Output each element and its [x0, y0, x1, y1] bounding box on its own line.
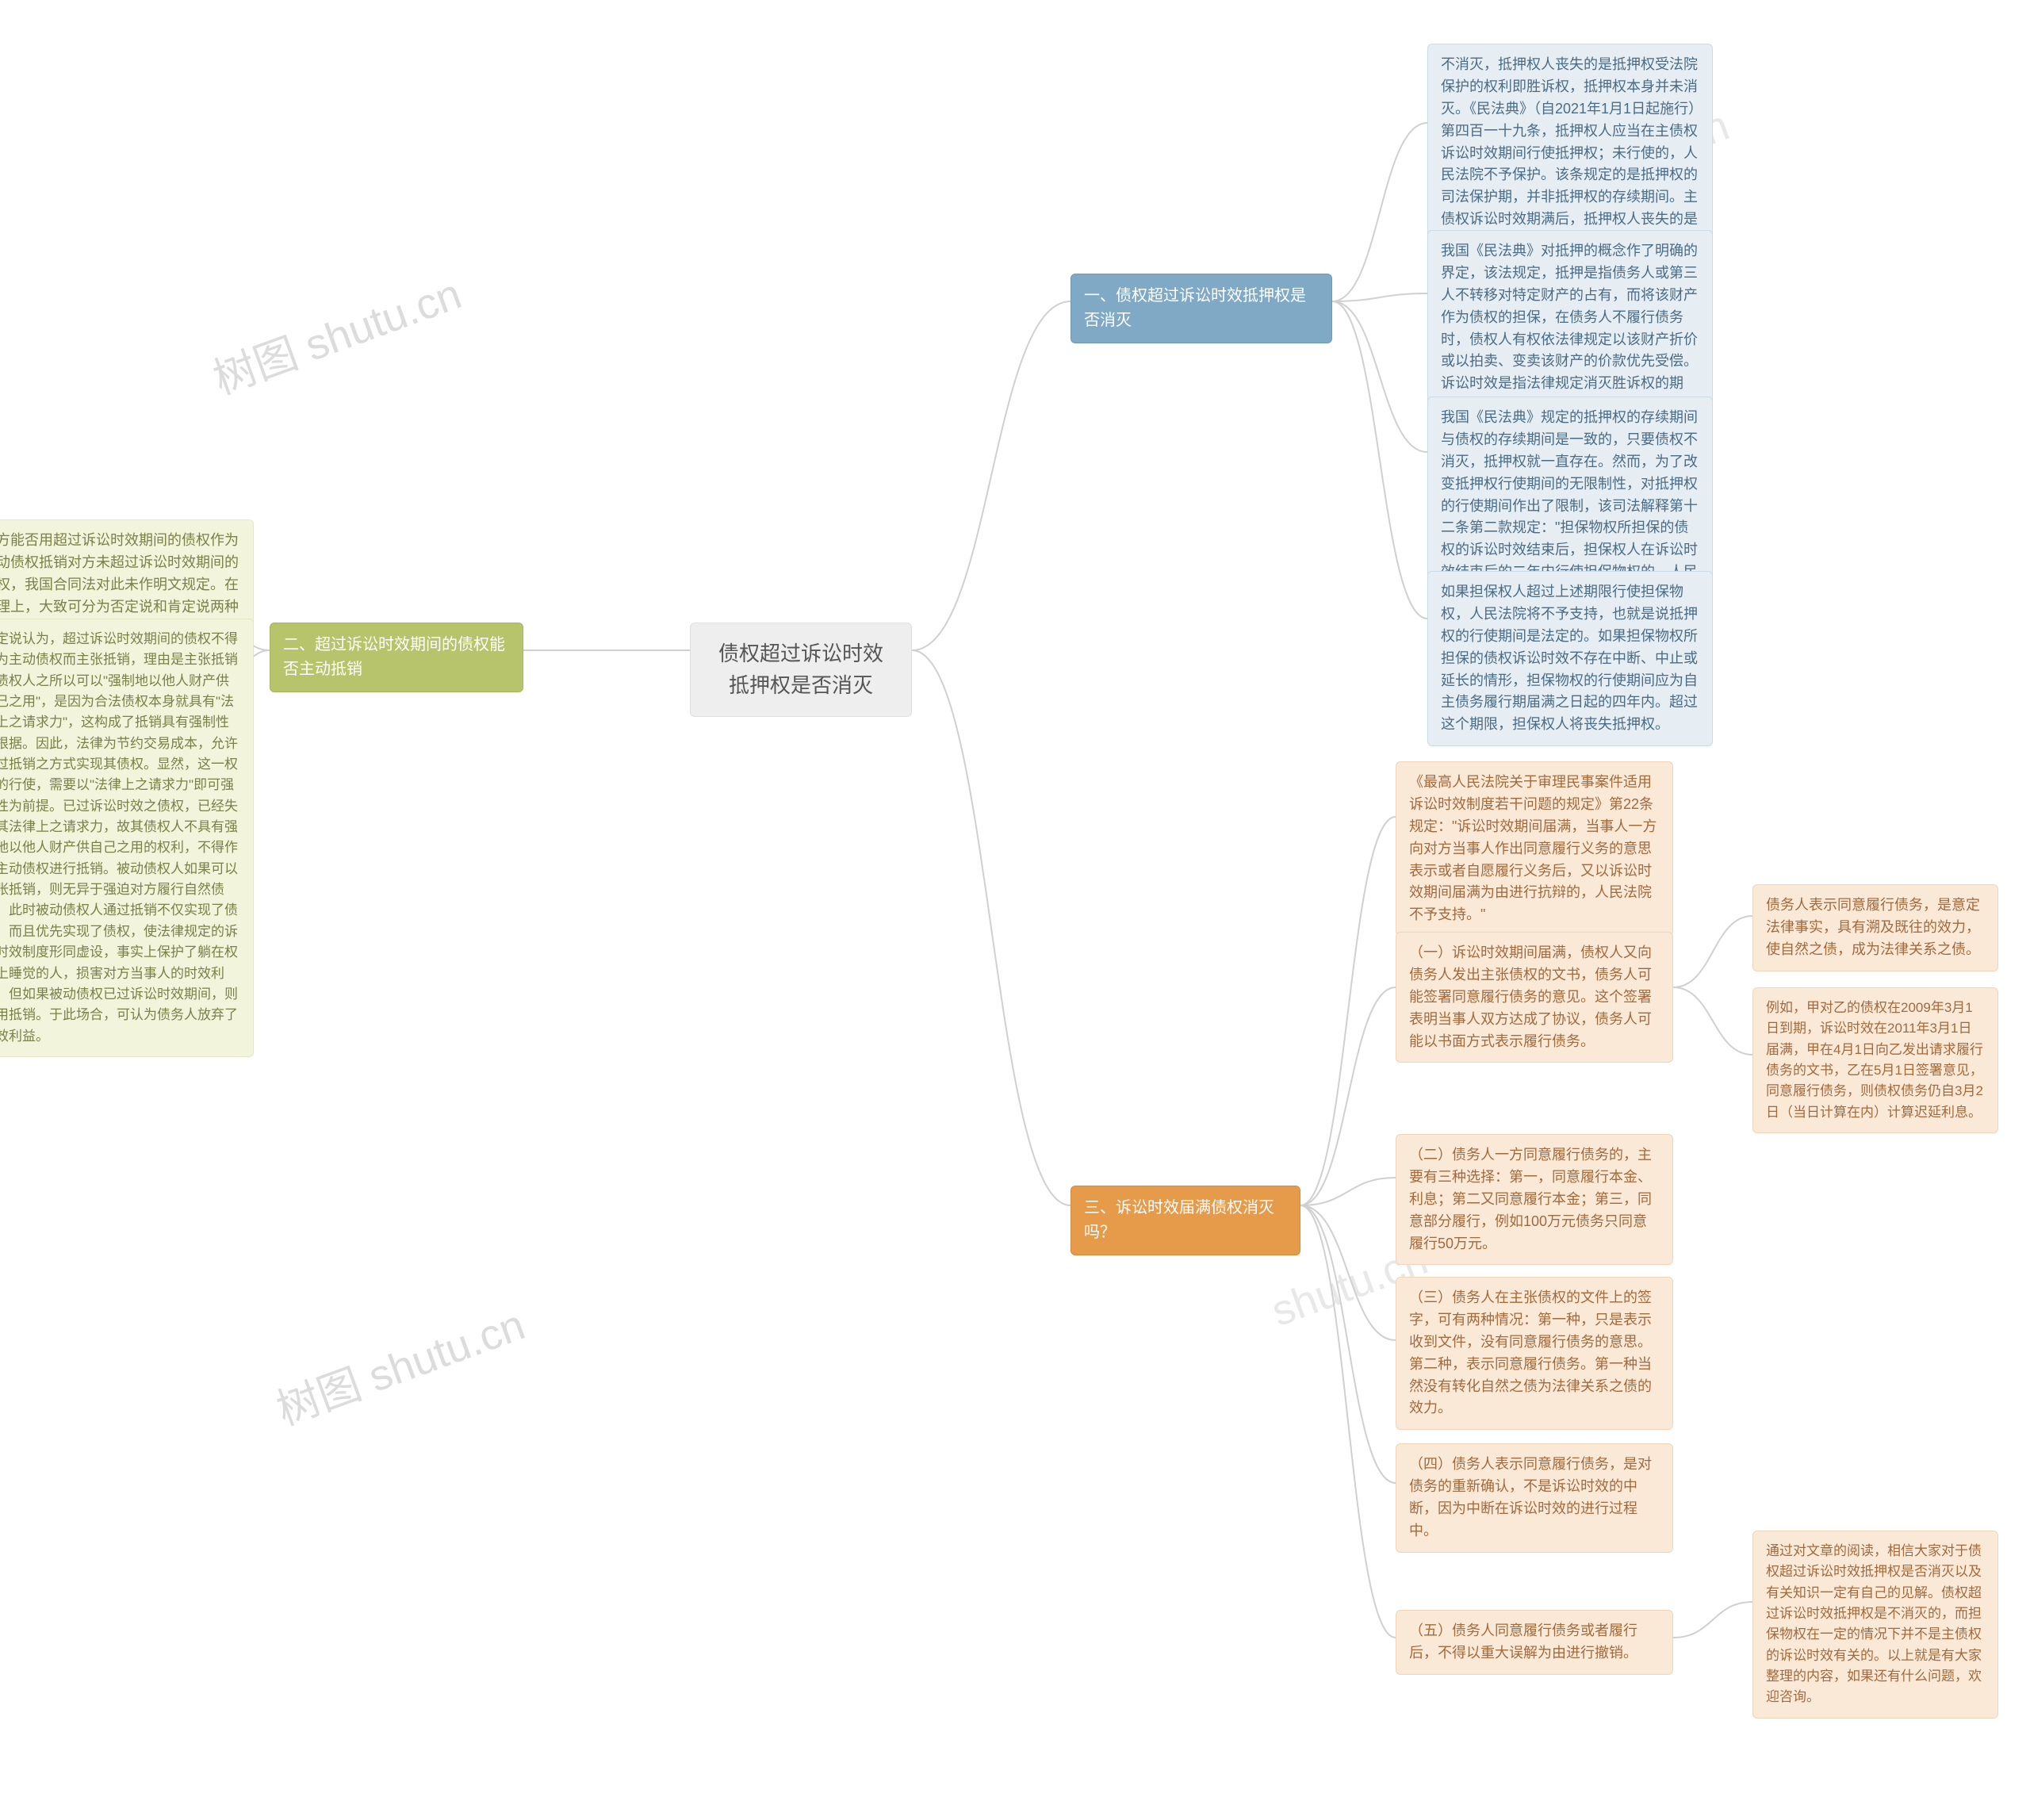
section3-item-5: （五）债务人同意履行债务或者履行后，不得以重大误解为由进行撤销。 [1396, 1610, 1673, 1675]
section3-item-5-child-1: 通过对文章的阅读，相信大家对于债权超过诉讼时效抵押权是否消灭以及有关知识一定有自… [1752, 1531, 1998, 1718]
section3-intro: 《最高人民法院关于审理民事案件适用诉讼时效制度若干问题的规定》第22条规定："诉… [1396, 761, 1673, 937]
section3-item-1: （一）诉讼时效期间届满，债权人又向债务人发出主张债权的文书，债务人可能签署同意履… [1396, 932, 1673, 1063]
section2-title: 二、超过诉讼时效期间的债权能否主动抵销 [270, 623, 523, 692]
section2-body: 否定说认为，超过诉讼时效期间的债权不得作为主动债权而主张抵销，理由是主张抵销的债… [0, 619, 254, 1057]
section3-item-4: （四）债务人表示同意履行债务，是对债务的重新确认，不是诉讼时效的中断，因为中断在… [1396, 1443, 1673, 1553]
section3-item-3: （三）债务人在主张债权的文件上的签字，可有两种情况：第一种，只是表示收到文件，没… [1396, 1277, 1673, 1430]
watermark: 树图 shutu.cn [203, 259, 468, 406]
section3-item-1-child-1: 债务人表示同意履行债务，是意定法律事实，具有溯及既往的效力，使自然之债，成为法律… [1752, 884, 1998, 971]
section1-title: 一、债权超过诉讼时效抵押权是否消灭 [1071, 274, 1332, 343]
watermark: 树图 shutu.cn [266, 1289, 531, 1437]
section3-item-1-child-2: 例如，甲对乙的债权在2009年3月1日到期，诉讼时效在2011年3月1日届满，甲… [1752, 987, 1998, 1133]
section3-item-2: （二）债务人一方同意履行债务的，主要有三种选择：第一，同意履行本金、利息；第二又… [1396, 1134, 1673, 1265]
section1-item-4: 如果担保权人超过上述期限行使担保物权，人民法院将不予支持，也就是说抵押权的行使期… [1427, 571, 1713, 746]
center-node: 债权超过诉讼时效抵押权是否消灭 [690, 623, 912, 717]
section3-title: 三、诉讼时效届满债权消灭吗？ [1071, 1186, 1300, 1255]
connector-layer [0, 0, 2030, 1820]
